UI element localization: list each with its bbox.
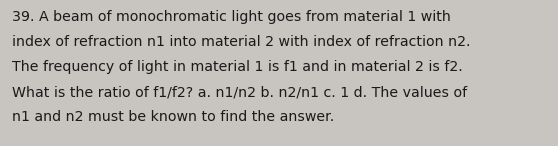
Text: index of refraction n1 into material 2 with index of refraction n2.: index of refraction n1 into material 2 w… <box>12 35 470 49</box>
Text: What is the ratio of f1/f2? a. n1/n2 b. n2/n1 c. 1 d. The values of: What is the ratio of f1/f2? a. n1/n2 b. … <box>12 85 467 99</box>
Text: n1 and n2 must be known to find the answer.: n1 and n2 must be known to find the answ… <box>12 110 334 124</box>
Text: 39. A beam of monochromatic light goes from material 1 with: 39. A beam of monochromatic light goes f… <box>12 10 451 24</box>
Text: The frequency of light in material 1 is f1 and in material 2 is f2.: The frequency of light in material 1 is … <box>12 60 463 74</box>
